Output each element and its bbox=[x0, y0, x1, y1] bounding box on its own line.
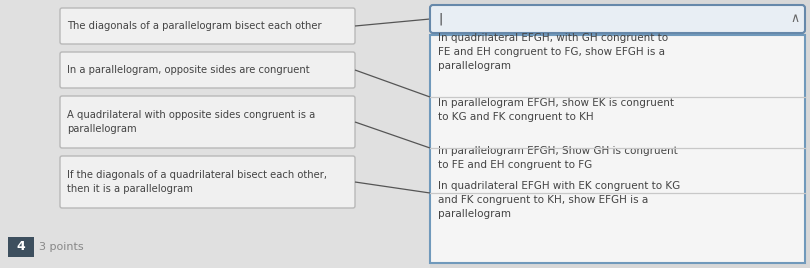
Text: The diagonals of a parallelogram bisect each other: The diagonals of a parallelogram bisect … bbox=[67, 21, 322, 31]
Bar bbox=[0, 0, 430, 268]
Bar bbox=[430, 35, 805, 263]
FancyBboxPatch shape bbox=[60, 156, 355, 208]
Text: A quadrilateral with opposite sides congruent is a
parallelogram: A quadrilateral with opposite sides cong… bbox=[67, 110, 315, 134]
Text: 3 points: 3 points bbox=[39, 242, 83, 252]
Text: In quadrilateral EFGH with EK congruent to KG
and FK congruent to KH, show EFGH : In quadrilateral EFGH with EK congruent … bbox=[438, 181, 680, 219]
FancyBboxPatch shape bbox=[60, 52, 355, 88]
Text: In quadrilateral EFGH, with GH congruent to
FE and EH congruent to FG, show EFGH: In quadrilateral EFGH, with GH congruent… bbox=[438, 34, 668, 70]
Text: 4: 4 bbox=[17, 240, 25, 254]
Text: In parallelogram EFGH, show EK is congruent
to KG and FK congruent to KH: In parallelogram EFGH, show EK is congru… bbox=[438, 98, 674, 122]
Text: In parallelogram EFGH, Show GH is congruent
to FE and EH congruent to FG: In parallelogram EFGH, Show GH is congru… bbox=[438, 146, 678, 170]
Text: ∧: ∧ bbox=[791, 13, 799, 25]
Text: In a parallelogram, opposite sides are congruent: In a parallelogram, opposite sides are c… bbox=[67, 65, 309, 75]
FancyBboxPatch shape bbox=[60, 8, 355, 44]
Text: |: | bbox=[438, 13, 442, 25]
FancyBboxPatch shape bbox=[430, 5, 805, 33]
Text: If the diagonals of a quadrilateral bisect each other,
then it is a parallelogra: If the diagonals of a quadrilateral bise… bbox=[67, 170, 327, 194]
FancyBboxPatch shape bbox=[60, 96, 355, 148]
Bar bbox=[8, 237, 34, 257]
